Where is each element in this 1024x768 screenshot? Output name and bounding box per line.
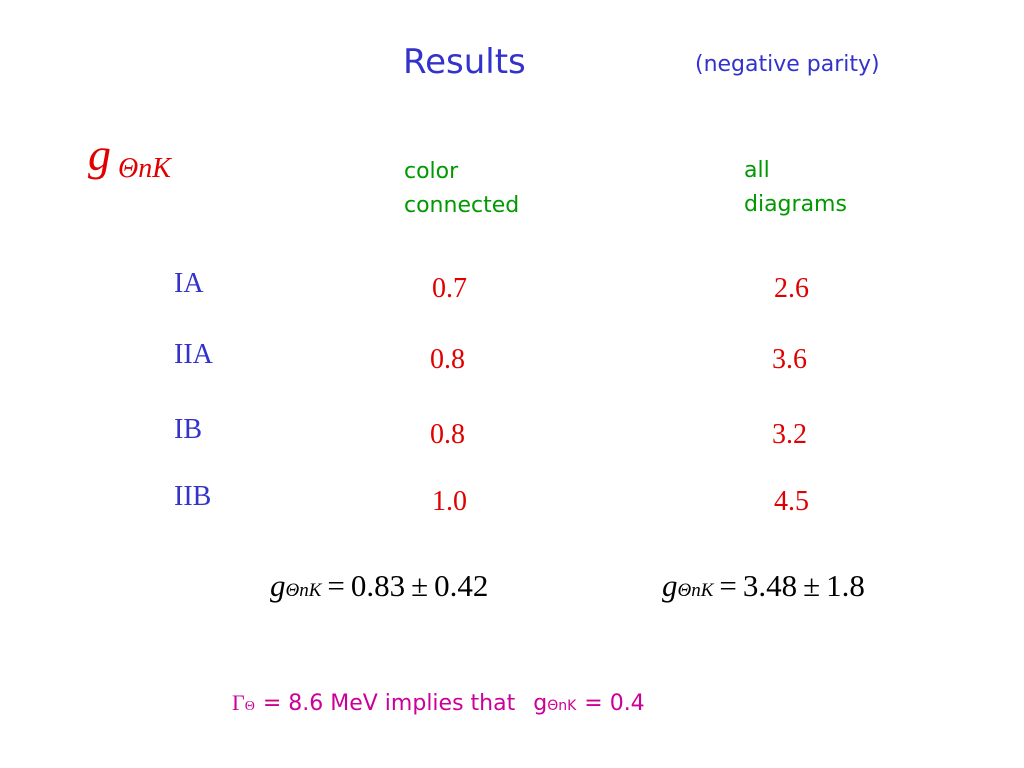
note: (negative parity) xyxy=(695,52,880,77)
symbol: g xyxy=(662,568,678,603)
pm: ± xyxy=(411,568,429,603)
pm: ± xyxy=(803,568,821,603)
all-diagrams-value: 3.6 xyxy=(772,344,807,375)
footer-tail: = 0.4 xyxy=(584,691,645,716)
color-connected-value: 1.0 xyxy=(432,486,467,517)
column-header: all diagrams xyxy=(744,158,847,217)
value: 0.83 xyxy=(350,568,406,603)
gamma: Γ xyxy=(232,690,245,715)
color-connected-value: 0.8 xyxy=(430,419,465,450)
color-connected-value: 0.8 xyxy=(430,344,465,375)
row-label: IA xyxy=(174,268,204,299)
all-diagrams-value: 2.6 xyxy=(774,273,809,304)
coupling-symbol: g xyxy=(88,129,111,180)
all-diagrams-value: 4.5 xyxy=(774,486,809,517)
subscript: ΘnK xyxy=(677,580,714,601)
average: gΘnK = 0.83 ±0.42 xyxy=(270,568,494,604)
color-connected-value: 0.7 xyxy=(432,273,467,304)
all-diagrams-value: 3.2 xyxy=(772,419,807,450)
error: 0.42 xyxy=(434,568,489,603)
footer: ΓΘ = 8.6 MeV implies that gΘnK = 0.4 xyxy=(232,690,645,716)
equals: = xyxy=(719,568,737,603)
row-label: IIB xyxy=(174,481,212,512)
symbol: g xyxy=(270,568,286,603)
equals: = xyxy=(327,568,345,603)
gamma-sub: Θ xyxy=(244,699,255,714)
average: gΘnK = 3.48 ±1.8 xyxy=(662,568,871,604)
value: 3.48 xyxy=(742,568,798,603)
title: Results xyxy=(403,42,526,82)
g: g xyxy=(533,691,548,716)
error: 1.8 xyxy=(826,568,865,603)
coupling-subscript: ΘnK xyxy=(118,153,171,184)
footer-text: = 8.6 MeV implies that xyxy=(262,691,516,716)
row-label: IB xyxy=(174,414,202,445)
g-sub: ΘnK xyxy=(547,698,577,714)
subscript: ΘnK xyxy=(285,580,322,601)
row-label: IIA xyxy=(174,339,213,370)
column-header: color connected xyxy=(404,159,520,218)
